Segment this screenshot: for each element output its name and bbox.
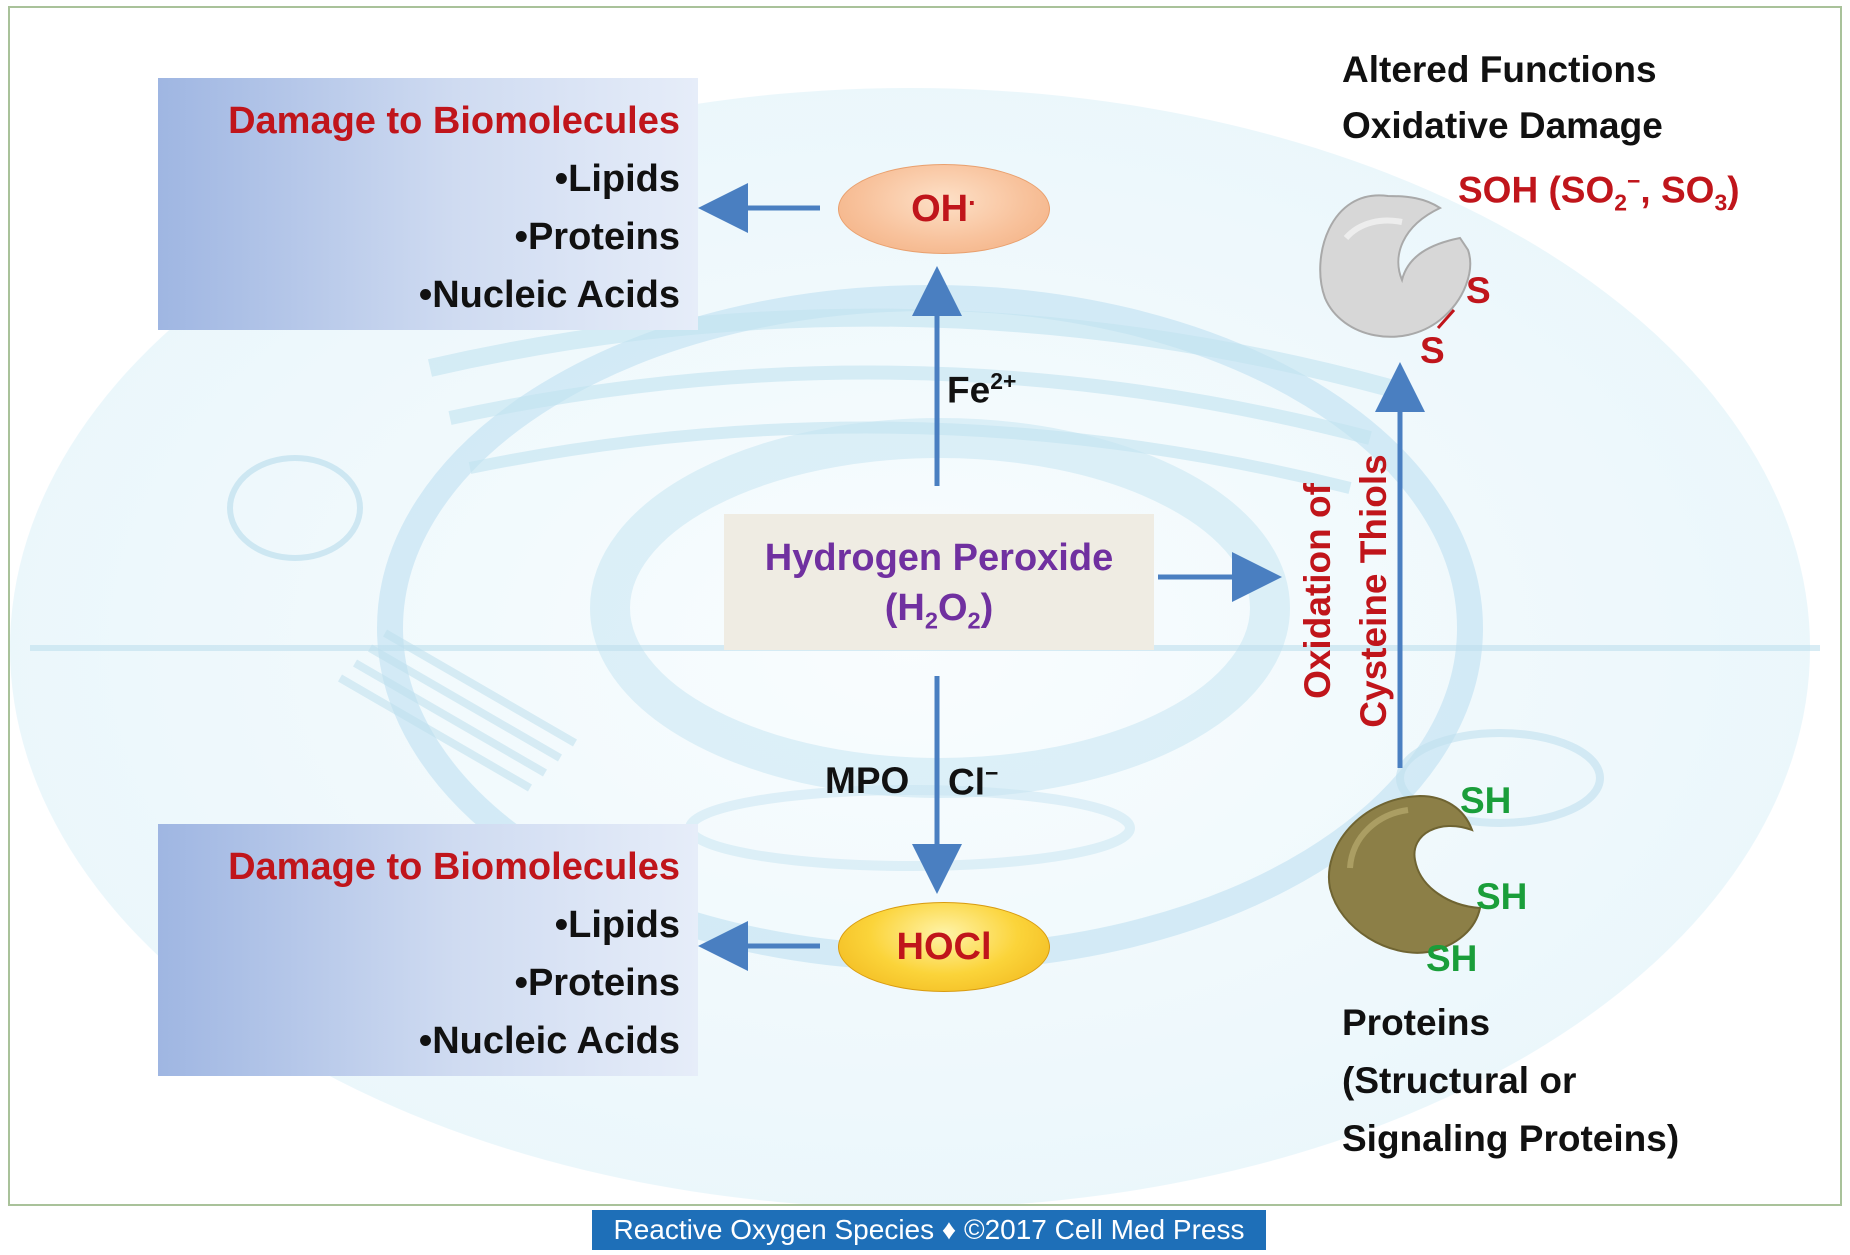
hydrogen-peroxide-name: Hydrogen Peroxide	[764, 537, 1114, 579]
arrows-layer	[698, 183, 1482, 971]
hydrogen-peroxide-box: Hydrogen Peroxide (H2O2) (H2O2)	[724, 514, 1154, 650]
hydrogen-peroxide-formula: (H2O2)	[884, 587, 994, 634]
nucleolus	[590, 418, 1290, 798]
damage-item-nucleic-acids: •Nucleic Acids	[418, 1020, 680, 1062]
thiol-label: SH	[1460, 780, 1512, 821]
oxidation-label: Oxidation of Cysteine Thiols	[1290, 446, 1410, 736]
damage-item-proteins: •Proteins	[514, 216, 680, 258]
er-fold	[448, 365, 1372, 445]
mitochondrion	[1396, 729, 1604, 827]
chloride-charge: −	[985, 760, 999, 786]
hypochlorous-acid-label: HOCl	[896, 925, 992, 968]
iron-symbol: Fe	[947, 369, 991, 411]
sulfur-top: S	[1466, 270, 1491, 311]
altered-functions-text: Altered Functions Oxidative Damage	[1342, 42, 1663, 154]
disulfide-bond	[1436, 309, 1456, 329]
oxidized-groups-label: SOH (SO2−, SO3)SOH (SO2−, SO3)	[1458, 168, 1740, 216]
diagram-frame: Damage to Biomolecules •Lipids •Proteins…	[8, 6, 1842, 1206]
altered-line1: Altered Functions	[1342, 49, 1657, 90]
damage-title: Damage to Biomolecules	[228, 100, 680, 142]
er-fold	[427, 308, 1393, 397]
proteins-line1: Proteins	[1342, 1002, 1491, 1043]
vesicle	[227, 455, 363, 561]
radical-dot: ·	[968, 187, 977, 218]
centriole	[337, 629, 578, 792]
sulfur-bottom: S	[1420, 330, 1445, 371]
thiol-label: SH	[1426, 938, 1478, 979]
damage-item-proteins: •Proteins	[514, 962, 680, 1004]
iron-charge: 2+	[990, 368, 1017, 394]
mpo-label: MPO	[825, 760, 910, 801]
reduced-protein-icon	[1327, 794, 1482, 954]
oxidation-line1: Oxidation of	[1297, 483, 1338, 699]
damage-box-top: Damage to Biomolecules •Lipids •Proteins…	[158, 78, 698, 330]
proteins-caption: Proteins (Structural or Signaling Protei…	[1342, 994, 1679, 1168]
altered-line2: Oxidative Damage	[1342, 105, 1663, 146]
oxidized-protein-icon	[1319, 194, 1472, 338]
chloride-symbol: Cl	[948, 761, 985, 803]
iron-catalyst-label: Fe2+	[947, 368, 1016, 411]
damage-item-nucleic-acids: •Nucleic Acids	[418, 274, 680, 316]
er-fold	[468, 421, 1352, 494]
chloride-label: Cl−	[948, 760, 998, 803]
damage-box-bottom: Damage to Biomolecules •Lipids •Proteins…	[158, 824, 698, 1076]
damage-item-lipids: •Lipids	[554, 904, 680, 946]
oxidation-line2: Cysteine Thiols	[1353, 454, 1394, 728]
hypochlorous-acid-node: HOCl	[838, 902, 1050, 992]
thiol-label: SH	[1476, 876, 1528, 917]
proteins-line2: (Structural or	[1342, 1060, 1577, 1101]
damage-title: Damage to Biomolecules	[228, 846, 680, 888]
damage-item-lipids: •Lipids	[554, 158, 680, 200]
proteins-line3: Signaling Proteins)	[1342, 1118, 1680, 1159]
hydroxyl-radical-node: OH ·	[838, 164, 1050, 254]
hydroxyl-radical-label: OH	[911, 187, 969, 230]
copyright-footer: Reactive Oxygen Species ♦ ©2017 Cell Med…	[592, 1210, 1266, 1250]
